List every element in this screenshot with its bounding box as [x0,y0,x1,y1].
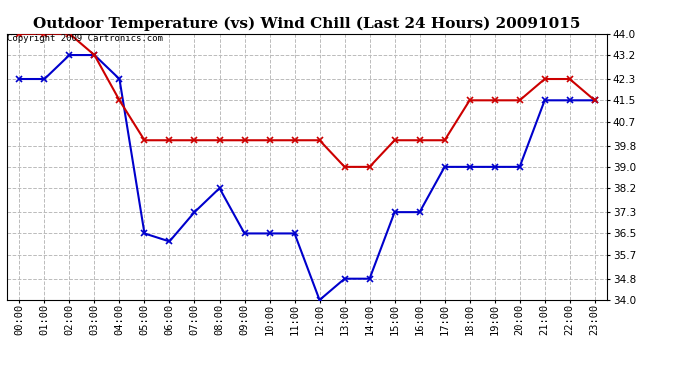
Text: Copyright 2009 Cartronics.com: Copyright 2009 Cartronics.com [7,34,163,43]
Title: Outdoor Temperature (vs) Wind Chill (Last 24 Hours) 20091015: Outdoor Temperature (vs) Wind Chill (Las… [33,17,581,31]
